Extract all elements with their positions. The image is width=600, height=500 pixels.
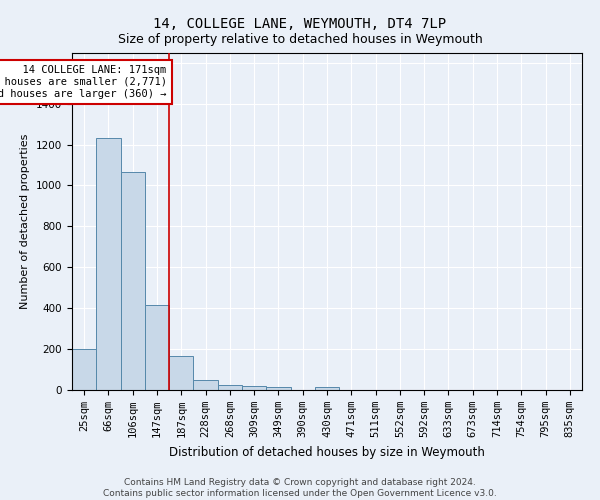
Text: 14, COLLEGE LANE, WEYMOUTH, DT4 7LP: 14, COLLEGE LANE, WEYMOUTH, DT4 7LP [154, 18, 446, 32]
Text: Size of property relative to detached houses in Weymouth: Size of property relative to detached ho… [118, 32, 482, 46]
X-axis label: Distribution of detached houses by size in Weymouth: Distribution of detached houses by size … [169, 446, 485, 458]
Bar [218, 385, 242, 390]
Bar [121, 172, 145, 390]
Bar [242, 386, 266, 390]
Bar [96, 138, 121, 390]
Text: Contains HM Land Registry data © Crown copyright and database right 2024.
Contai: Contains HM Land Registry data © Crown c… [103, 478, 497, 498]
Bar [169, 356, 193, 390]
Bar [315, 387, 339, 390]
Bar [145, 305, 169, 390]
Text: 14 COLLEGE LANE: 171sqm
← 88% of detached houses are smaller (2,771)
11% of semi: 14 COLLEGE LANE: 171sqm ← 88% of detache… [0, 66, 167, 98]
Y-axis label: Number of detached properties: Number of detached properties [20, 134, 31, 309]
Bar [266, 387, 290, 390]
Bar [72, 349, 96, 390]
Bar [193, 380, 218, 390]
